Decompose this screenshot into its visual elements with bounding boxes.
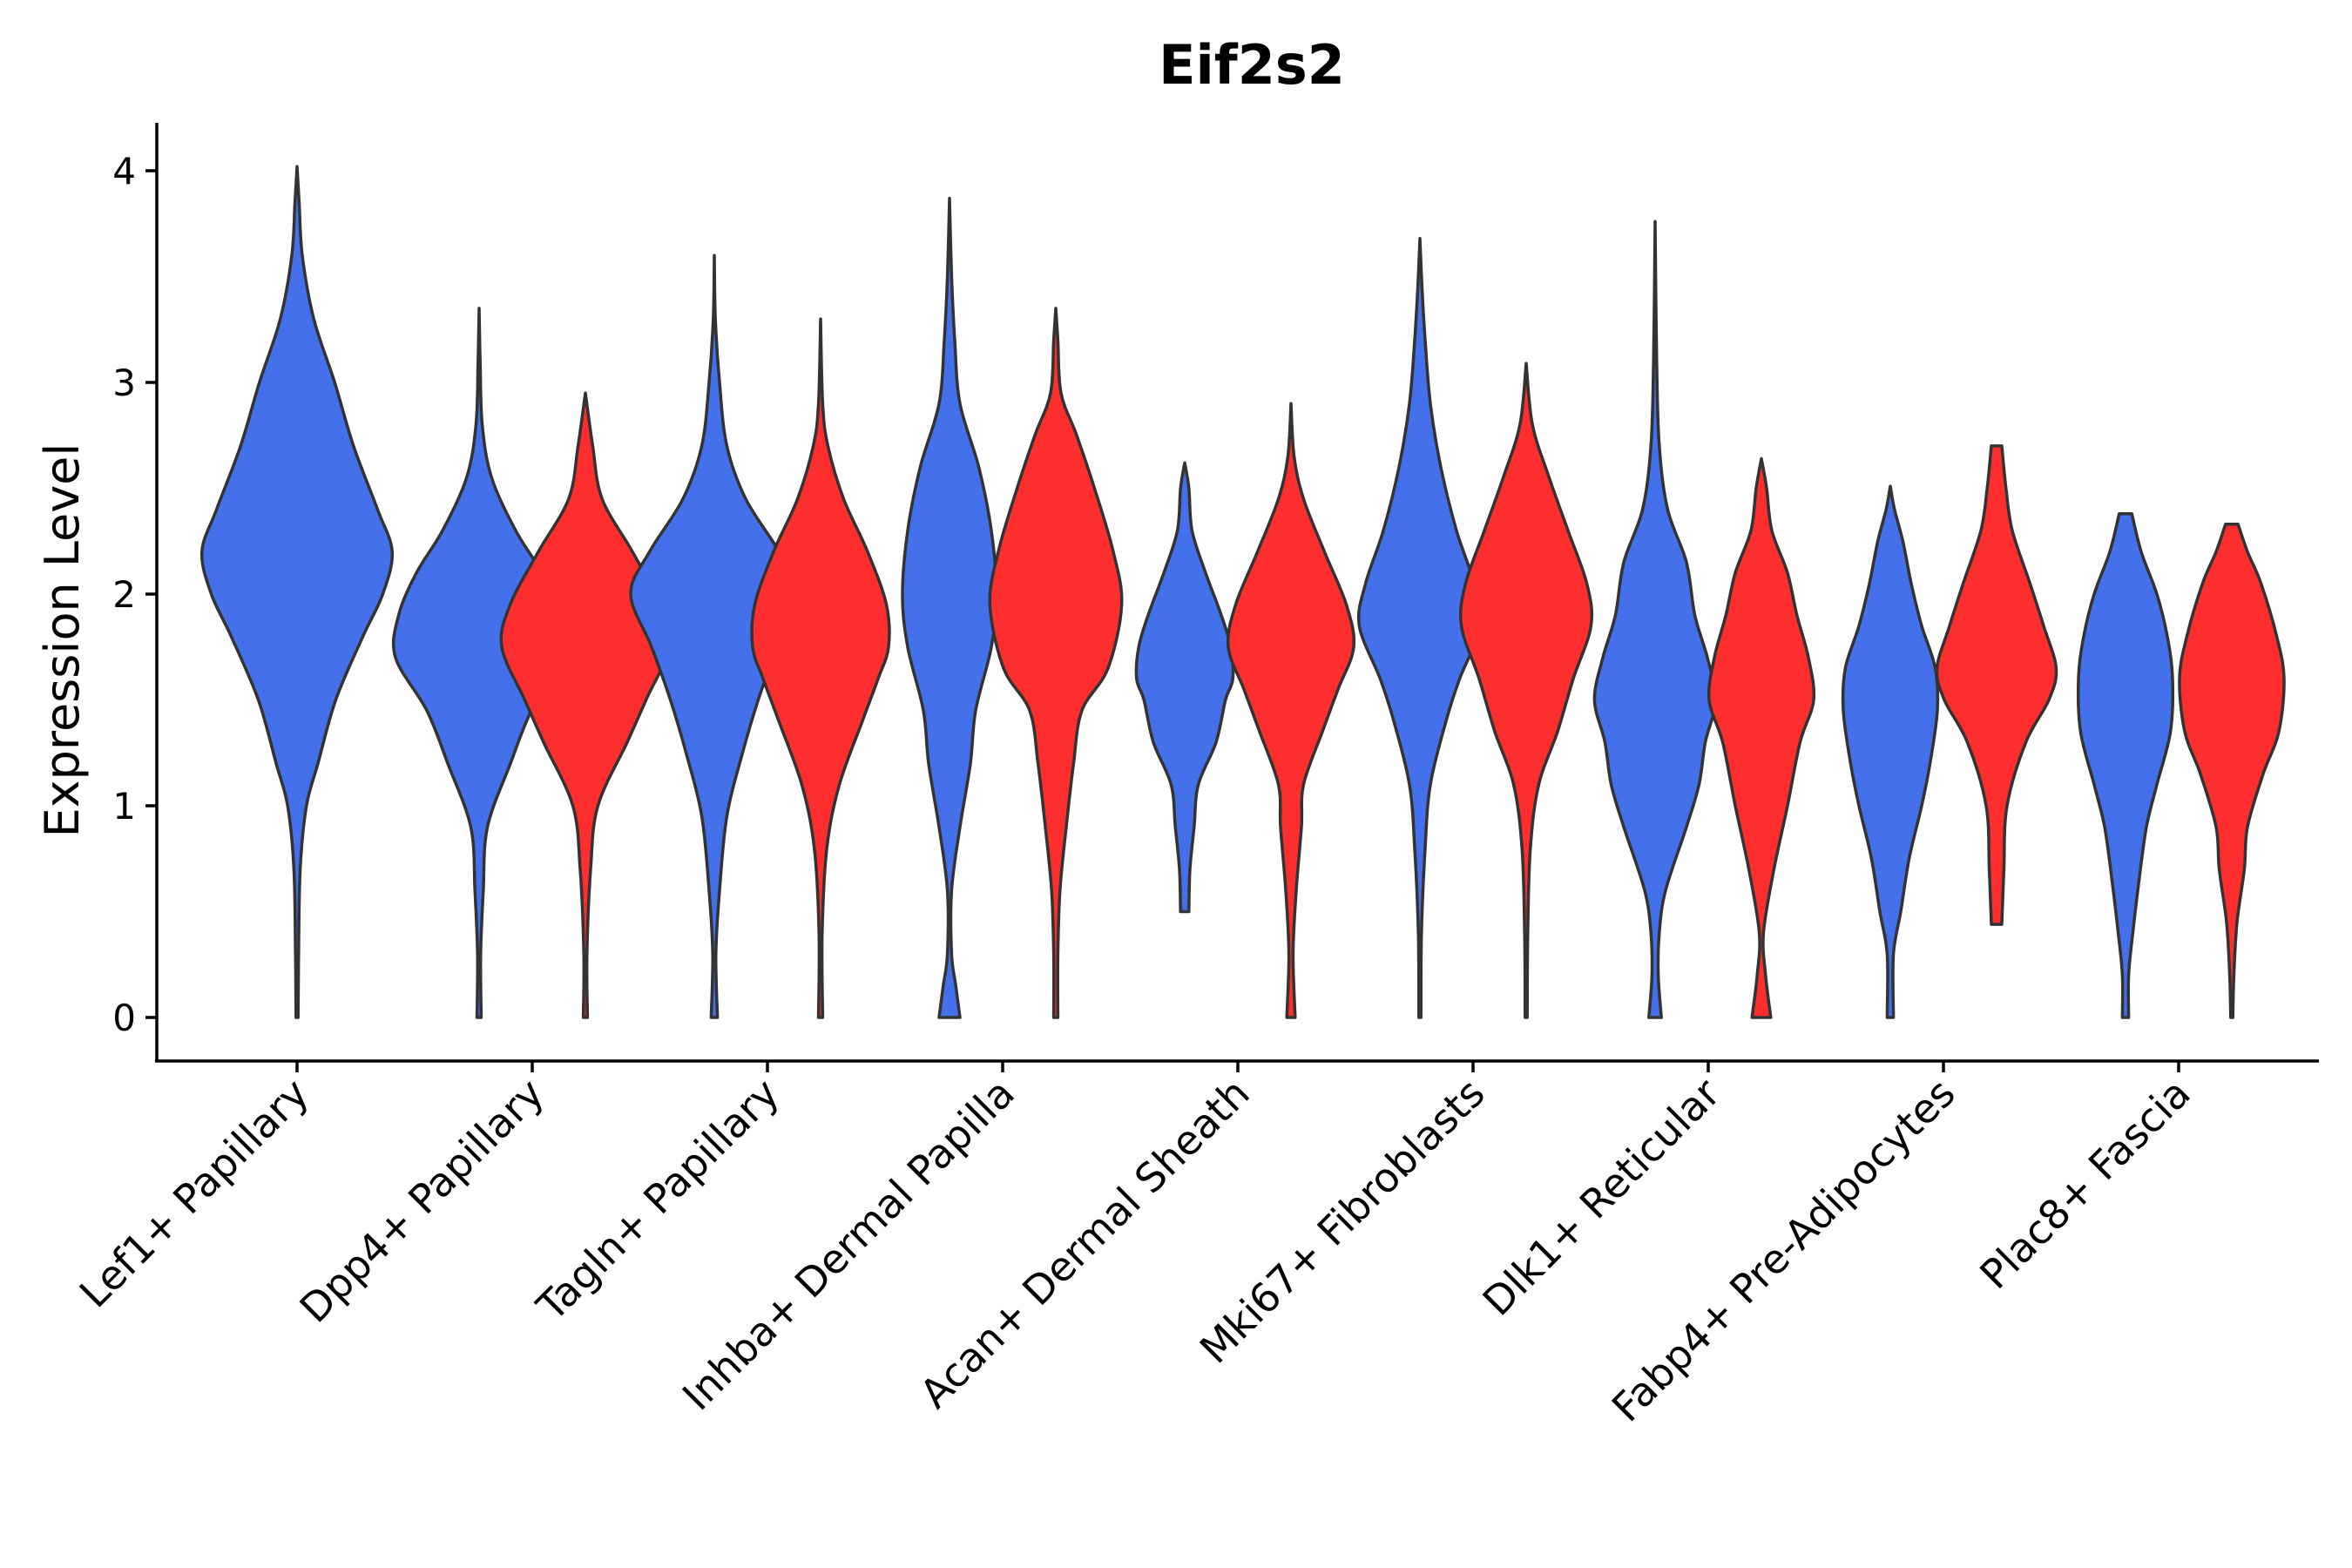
violin-red xyxy=(499,391,672,1019)
violin-red xyxy=(1226,402,1356,1019)
x-tick-label: Plac8+ Fascia xyxy=(1970,1070,2199,1298)
violin-blue xyxy=(1356,237,1484,1019)
y-tick-label: 1 xyxy=(112,785,136,828)
y-tick-label: 3 xyxy=(112,362,136,404)
violin-red xyxy=(988,307,1124,1019)
y-tick-label: 0 xyxy=(112,997,136,1039)
violin-blue xyxy=(1592,220,1718,1019)
y-tick-label: 2 xyxy=(112,573,136,616)
violin-red xyxy=(750,317,891,1019)
x-tick-label: Dlk1+ Reticular xyxy=(1474,1070,1729,1325)
violin-red xyxy=(1458,362,1594,1019)
x-tick-label: Tagln+ Papillary xyxy=(527,1070,788,1331)
violin-blue xyxy=(1841,484,1940,1019)
violin-red xyxy=(1935,444,2058,926)
x-tick-label: Lef1+ Papillary xyxy=(71,1070,318,1317)
chart-title: Eif2s2 xyxy=(1159,33,1345,97)
violin-blue xyxy=(2076,511,2175,1019)
violin-blue xyxy=(391,307,567,1019)
y-tick-label: 4 xyxy=(112,150,136,193)
y-tick-group: 0 1 2 3 4 xyxy=(112,150,157,1039)
violin-red xyxy=(1707,456,1816,1019)
violin-group xyxy=(199,165,2286,1019)
y-axis-label: Expression Level xyxy=(35,443,90,838)
violin-blue xyxy=(629,253,800,1019)
violin-blue xyxy=(199,165,395,1019)
violin-blue xyxy=(1134,461,1235,914)
violin-red xyxy=(2178,523,2286,1019)
violin-blue xyxy=(901,196,998,1019)
x-tick-label: Dpp4+ Papillary xyxy=(291,1070,553,1332)
